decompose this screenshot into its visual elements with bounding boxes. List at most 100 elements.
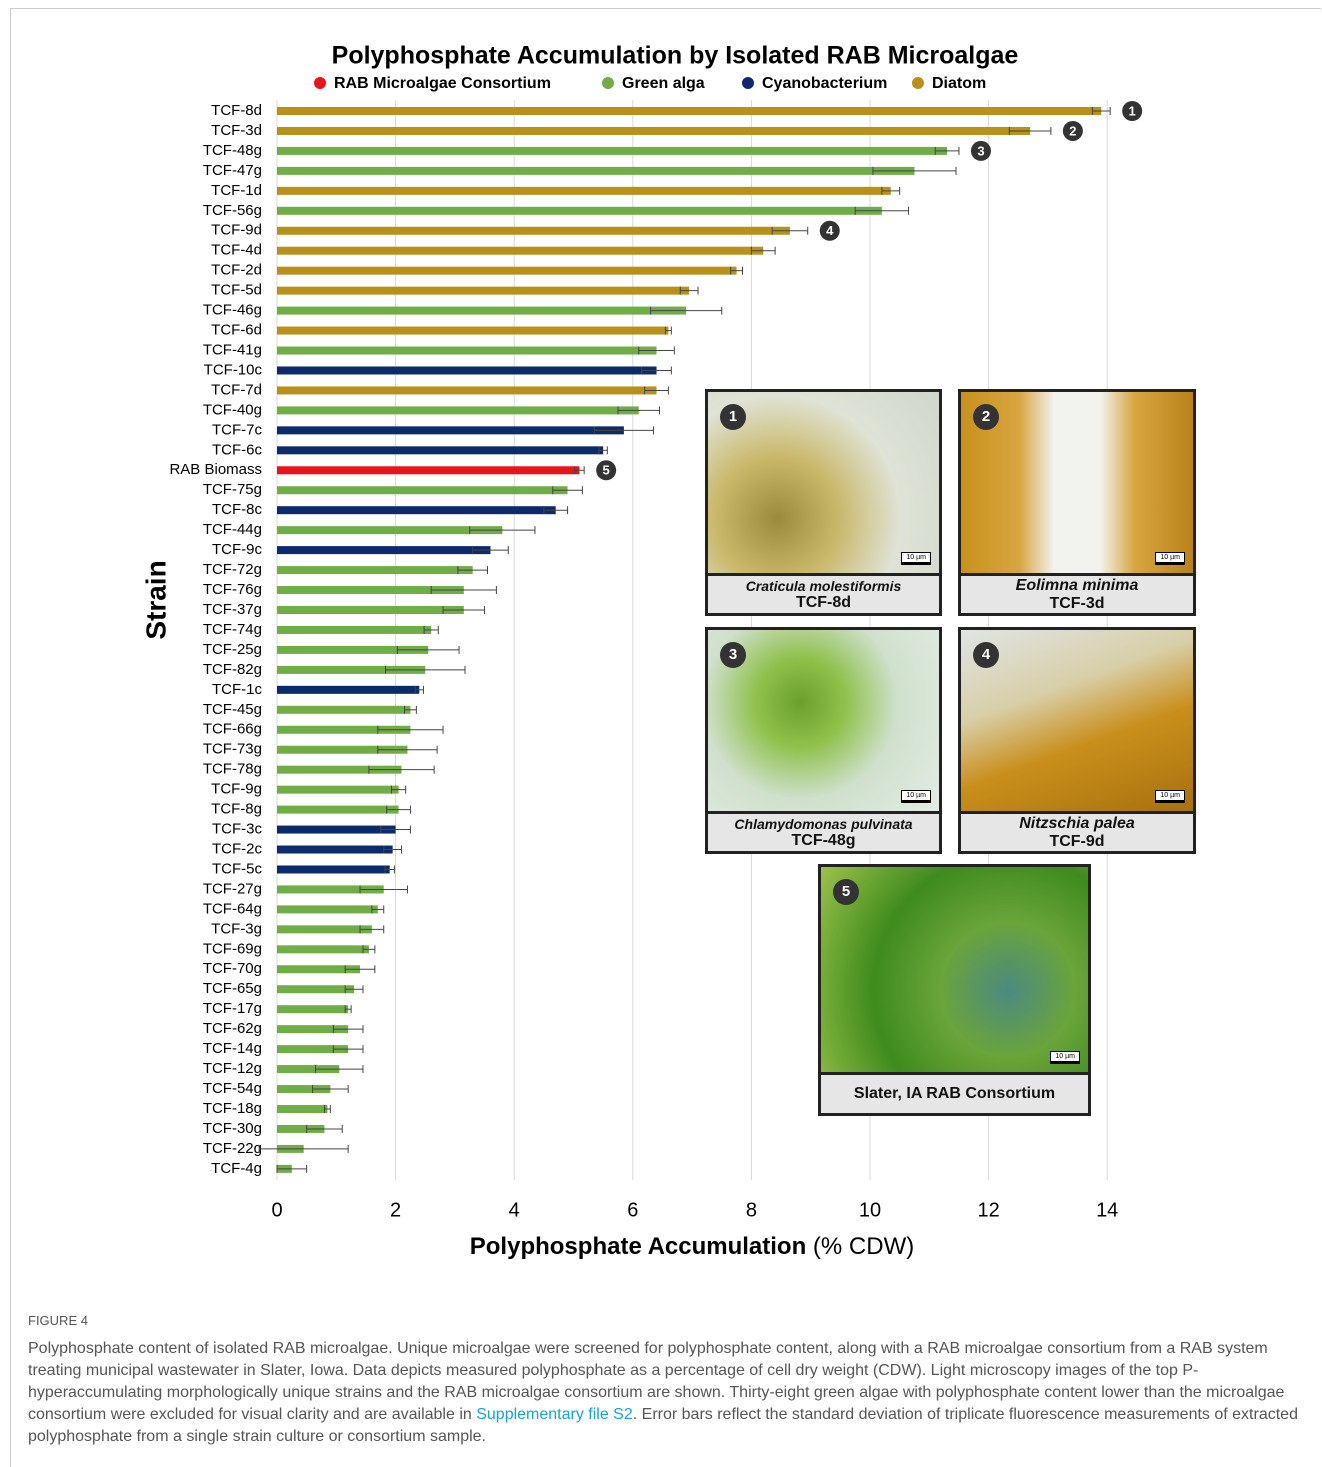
bar — [277, 945, 369, 953]
x-tick-label: 12 — [977, 1199, 999, 1221]
y-tick-label: TCF-9c — [212, 541, 262, 558]
x-tick-label: 6 — [627, 1199, 638, 1221]
y-tick-label: TCF-3c — [212, 821, 262, 838]
y-tick-label: TCF-75g — [203, 481, 262, 498]
bar — [277, 806, 399, 814]
scale-bar: 10 µm — [1155, 790, 1185, 803]
bar — [277, 267, 737, 275]
strain-name: TCF-9d — [961, 833, 1193, 851]
y-tick-label: TCF-7d — [211, 381, 262, 398]
chart-title: Polyphosphate Accumulation by Isolated R… — [332, 42, 1019, 70]
y-tick-label: TCF-8c — [212, 501, 262, 518]
bar — [277, 925, 372, 933]
bar — [277, 506, 556, 514]
micrograph: 5 10 µm — [821, 867, 1088, 1075]
y-tick-label: TCF-62g — [203, 1020, 262, 1037]
y-tick-label: TCF-40g — [203, 401, 262, 418]
y-tick-label: TCF-9d — [211, 222, 262, 239]
bar — [277, 606, 464, 614]
bar — [277, 107, 1101, 115]
annotation-label: 4 — [826, 223, 834, 238]
strain-name: TCF-8d — [708, 594, 939, 612]
annotation-label: 2 — [1069, 123, 1076, 138]
y-tick-label: TCF-46g — [203, 302, 262, 319]
panel-number: 2 — [973, 404, 999, 430]
bar — [277, 1105, 327, 1113]
x-tick-label: 8 — [746, 1199, 757, 1221]
panel-number: 3 — [720, 642, 746, 668]
scale-bar: 10 µm — [1050, 1051, 1080, 1064]
y-tick-label: TCF-76g — [203, 581, 262, 598]
bar — [277, 167, 914, 175]
y-tick-label: TCF-78g — [203, 761, 262, 778]
bar — [277, 985, 354, 993]
y-tick-label: TCF-45g — [203, 701, 262, 718]
y-tick-label: TCF-2c — [212, 840, 262, 857]
y-tick-label: TCF-25g — [203, 641, 262, 658]
y-tick-label: TCF-44g — [203, 521, 262, 538]
y-tick-label: TCF-3d — [211, 122, 262, 139]
x-tick-label: 0 — [271, 1199, 282, 1221]
x-tick-label: 2 — [390, 1199, 401, 1221]
bar — [277, 486, 568, 494]
y-tick-label: TCF-7c — [212, 421, 262, 438]
y-tick-label: TCF-66g — [203, 721, 262, 738]
y-tick-label: RAB Biomass — [169, 461, 262, 478]
bar — [277, 227, 790, 235]
y-tick-label: TCF-37g — [203, 601, 262, 618]
bar — [277, 426, 624, 434]
y-tick-label: TCF-6d — [211, 322, 262, 339]
species-name: Eolimna minima — [961, 577, 1193, 595]
panel-number: 1 — [720, 404, 746, 430]
scale-bar: 10 µm — [1155, 552, 1185, 565]
scale-bar: 10 µm — [901, 552, 931, 565]
bar — [277, 307, 686, 315]
y-tick-label: TCF-4g — [211, 1160, 262, 1177]
scale-bar: 10 µm — [901, 790, 931, 803]
y-tick-label: TCF-30g — [203, 1120, 262, 1137]
x-tick-label: 4 — [509, 1199, 520, 1221]
y-tick-label: TCF-12g — [203, 1060, 262, 1077]
bar — [277, 347, 657, 355]
y-tick-label: TCF-27g — [203, 880, 262, 897]
bar — [277, 865, 390, 873]
y-tick-label: TCF-73g — [203, 741, 262, 758]
bar — [277, 546, 490, 554]
y-tick-label: TCF-5d — [211, 282, 262, 299]
bar — [277, 187, 891, 195]
y-tick-label: TCF-41g — [203, 341, 262, 358]
bar — [277, 287, 689, 295]
y-tick-label: TCF-64g — [203, 900, 262, 917]
image-panel: 310 µmChlamydomonas pulvinataTCF-48g — [705, 627, 942, 854]
caption-text: Polyphosphate content of isolated RAB mi… — [28, 1338, 1303, 1448]
bar — [277, 786, 399, 794]
species-name: Craticula molestiformis — [708, 578, 939, 594]
caption-link[interactable]: Supplementary file S2 — [476, 1406, 633, 1423]
y-tick-label: TCF-22g — [203, 1140, 262, 1157]
panel-label: Nitzschia paleaTCF-9d — [961, 814, 1193, 851]
image-panel: 1 10 µm Craticula molestiformisTCF-8d — [705, 389, 942, 616]
y-tick-label: TCF-6c — [212, 441, 262, 458]
x-tick-label: 14 — [1096, 1199, 1118, 1221]
x-tick-label: 10 — [859, 1199, 881, 1221]
bar — [277, 826, 396, 834]
bar — [277, 526, 502, 534]
legend-marker — [602, 77, 614, 89]
legend-label: Green alga — [622, 75, 705, 92]
y-tick-label: TCF-18g — [203, 1100, 262, 1117]
bar — [277, 846, 393, 854]
y-tick-label: TCF-72g — [203, 561, 262, 578]
x-axis-title: Polyphosphate Accumulation (% CDW) — [470, 1233, 914, 1260]
x-axis-title-main: Polyphosphate Accumulation — [470, 1233, 806, 1260]
strain-name: TCF-3d — [961, 595, 1193, 613]
annotation-label: 3 — [977, 143, 984, 158]
y-tick-label: TCF-2d — [211, 262, 262, 279]
bar — [277, 386, 657, 394]
y-tick-label: TCF-4d — [211, 242, 262, 259]
bar — [277, 127, 1030, 135]
y-tick-label: TCF-8g — [211, 801, 262, 818]
panel-number: 5 — [833, 879, 859, 905]
